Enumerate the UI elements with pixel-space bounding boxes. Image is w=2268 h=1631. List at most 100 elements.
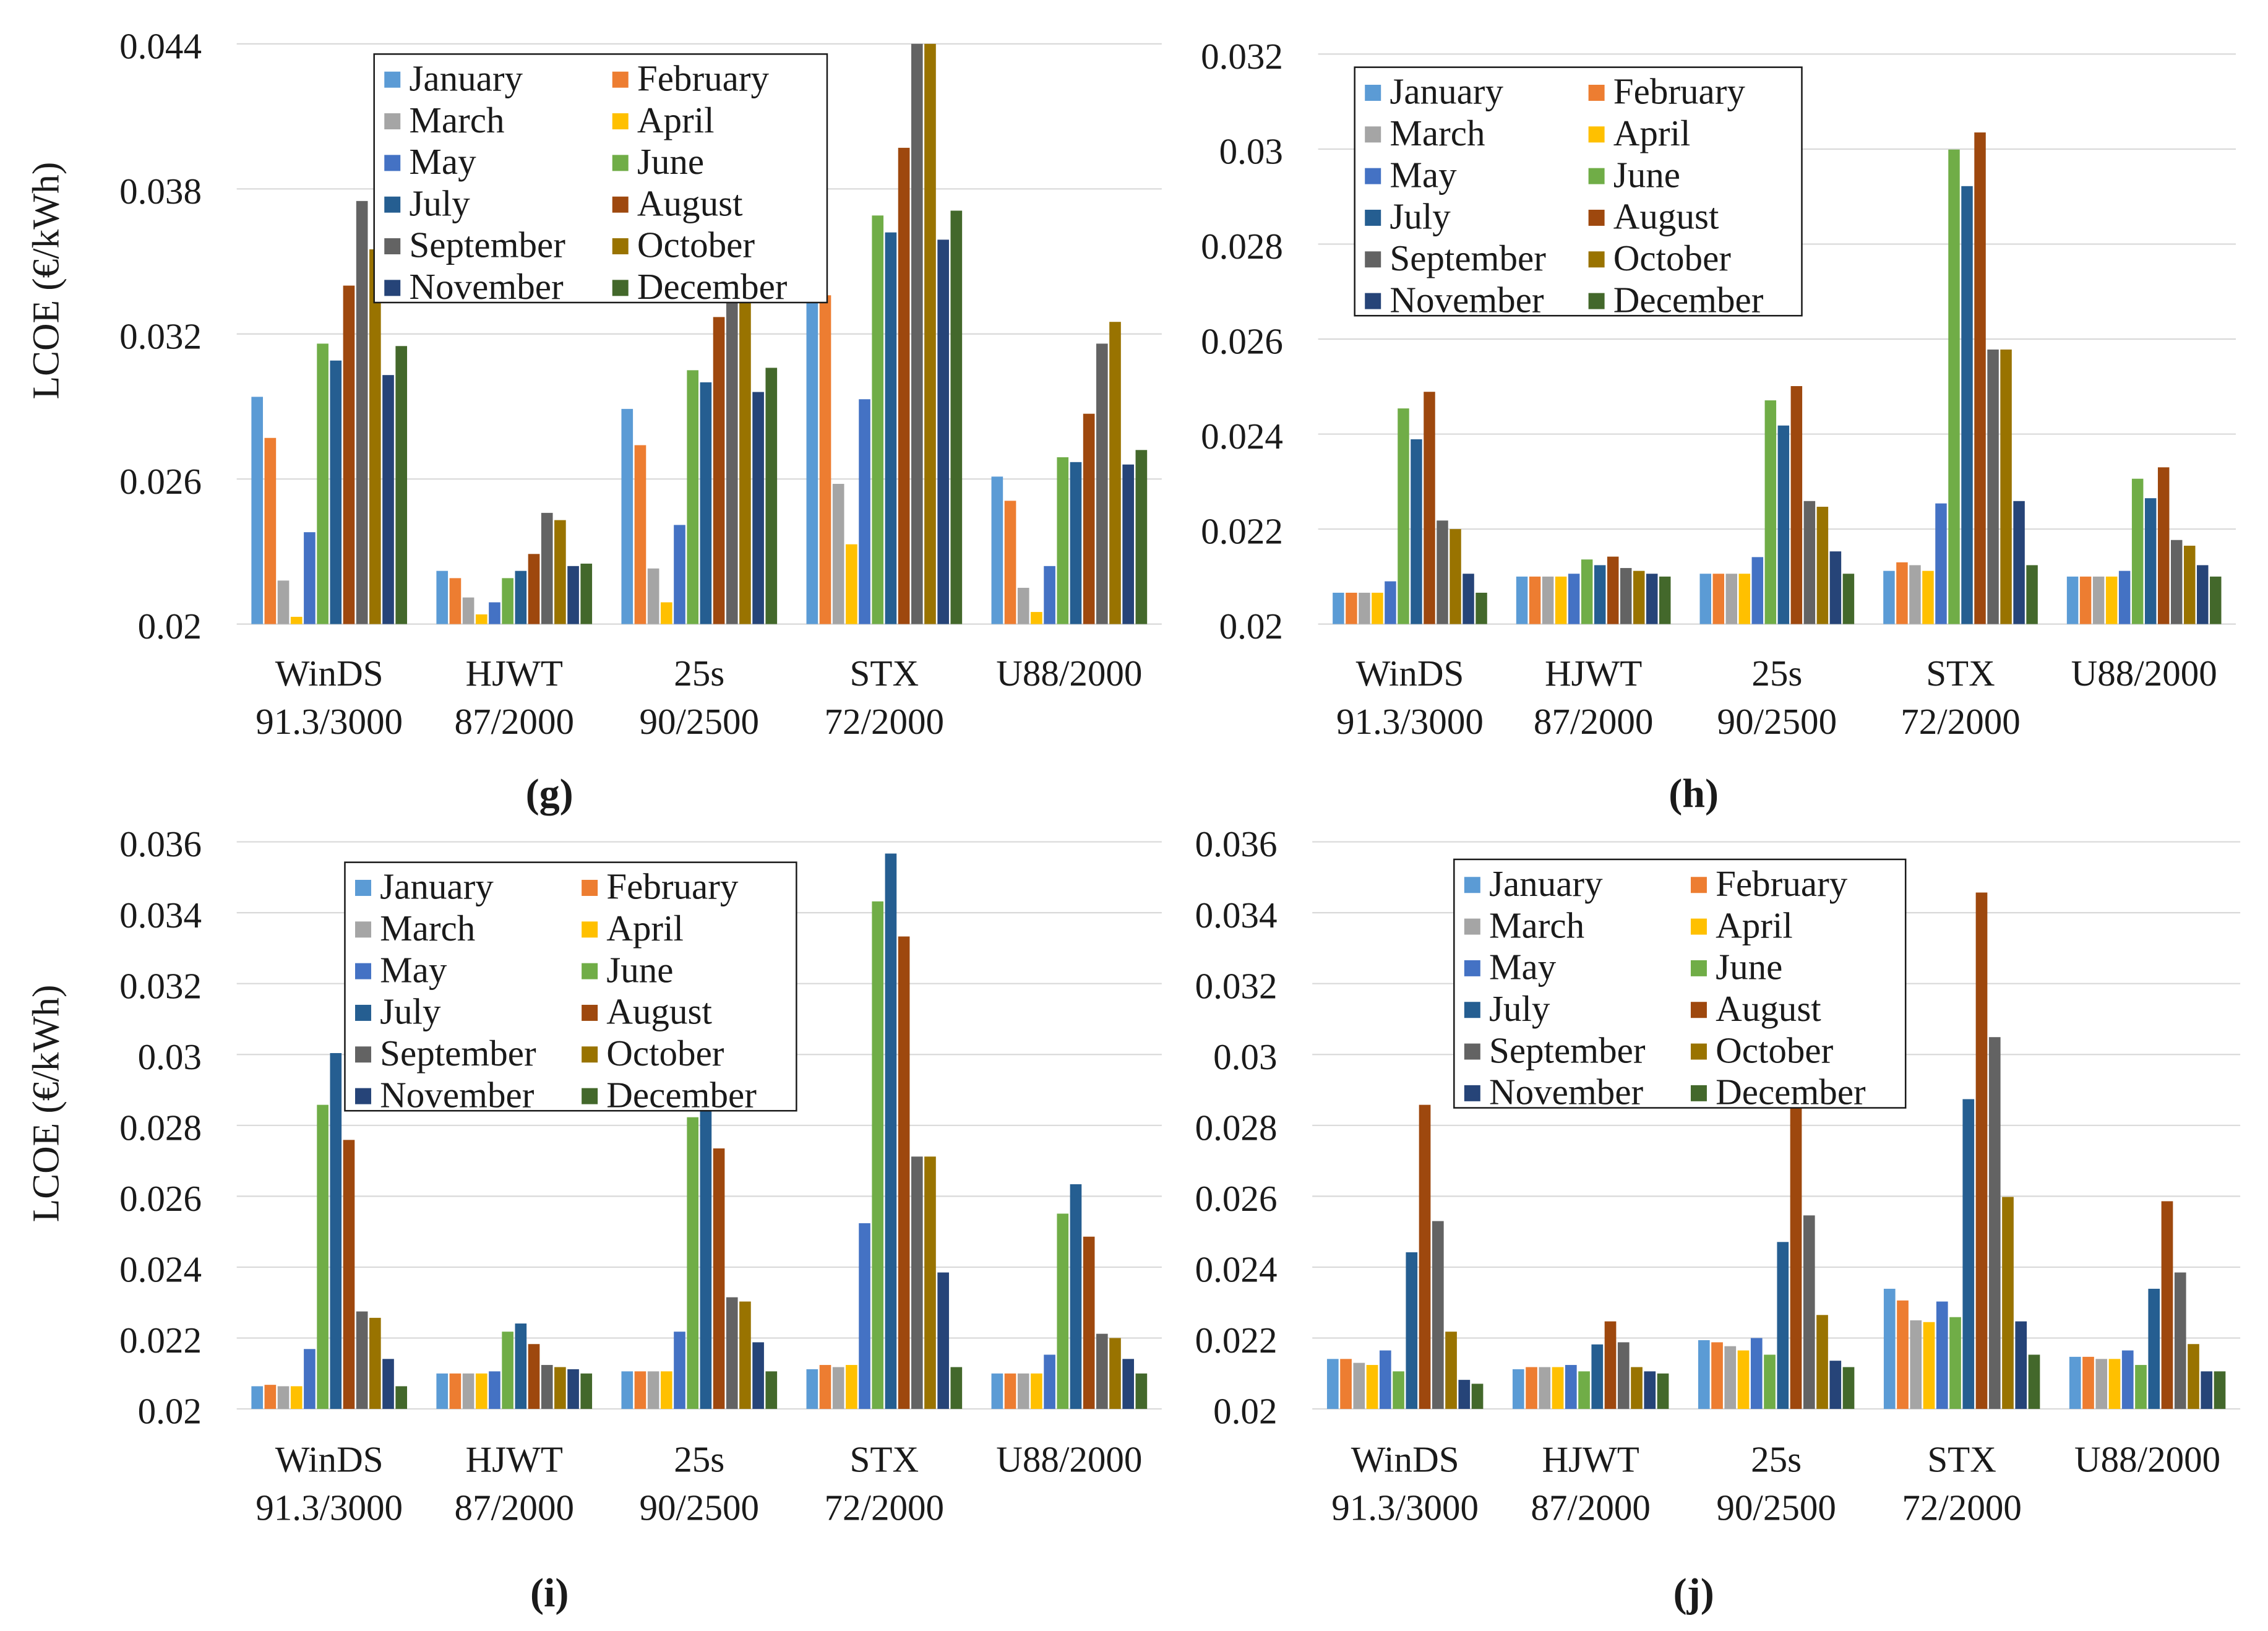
bar-december (1657, 1373, 1669, 1409)
x-category-label: 72/2000 (825, 1487, 945, 1528)
x-category-label: U88/2000 (2074, 1439, 2220, 1480)
legend-swatch (1464, 1085, 1480, 1101)
bar-march (1539, 1367, 1551, 1409)
bar-september (2170, 540, 2183, 624)
bar-may (859, 1223, 870, 1409)
bar-january (621, 1371, 634, 1409)
bar-september (356, 200, 368, 624)
bar-september (1988, 1037, 2001, 1409)
legend-entry: January (409, 58, 523, 98)
legend-entry: May (409, 141, 476, 182)
x-category-label: HJWT (1542, 1439, 1639, 1480)
bars (251, 43, 1148, 624)
bar-june (2135, 1365, 2147, 1409)
bar-january (436, 1373, 449, 1409)
panel-label: (j) (1673, 1570, 1714, 1616)
legend-entry: January (1390, 71, 1503, 112)
bar-may (1751, 557, 1764, 624)
bar-september (1620, 568, 1632, 624)
bar-january (251, 1386, 264, 1409)
legend-entry: September (1390, 238, 1546, 278)
bar-november (1829, 1361, 1842, 1409)
bar-december (1471, 1384, 1484, 1409)
legend-entry: June (606, 949, 673, 990)
y-tick-label: 0.032 (119, 965, 202, 1006)
legend-swatch (1365, 293, 1381, 309)
x-category-label: HJWT (466, 1439, 563, 1480)
bar-march (1017, 588, 1029, 624)
bar-december (1842, 1367, 1855, 1409)
bar-december (765, 368, 778, 624)
bar-november (2013, 501, 2025, 624)
bar-september (1432, 1221, 1444, 1409)
bar-january (1883, 570, 1895, 624)
bar-february (2082, 1356, 2094, 1409)
bar-january (2066, 576, 2079, 624)
bar-november (2197, 565, 2209, 624)
bar-july (330, 360, 342, 624)
bar-april (2105, 576, 2118, 624)
bar-april (1031, 612, 1042, 624)
bar-june (687, 370, 699, 624)
bar-july (1777, 1242, 1789, 1409)
bar-november (1644, 1371, 1656, 1409)
bar-february (1004, 1373, 1016, 1409)
bar-february (1712, 574, 1725, 624)
bar-april (1552, 1367, 1564, 1409)
bar-april (1738, 574, 1751, 624)
bar-september (911, 43, 923, 624)
bar-march (647, 568, 659, 624)
bar-december (1659, 576, 1671, 624)
legend-swatch (354, 879, 371, 896)
panel-label: (h) (1669, 771, 1719, 816)
bar-september (356, 1311, 368, 1409)
bar-october (1445, 1332, 1457, 1409)
bar-april (1366, 1365, 1378, 1409)
legend-entry: August (1716, 988, 1821, 1029)
bar-january (436, 570, 449, 624)
legend-swatch (612, 196, 629, 213)
legend-entry: November (380, 1074, 535, 1115)
bar-august (1083, 413, 1095, 624)
bar-december (2214, 1371, 2226, 1409)
bar-october (554, 1367, 566, 1409)
bar-september (1096, 343, 1108, 624)
legend-swatch (582, 879, 598, 896)
x-category-label: HJWT (466, 653, 563, 694)
bar-october (369, 1317, 381, 1409)
bar-june (317, 1104, 329, 1409)
bar-january (1699, 574, 1711, 624)
bar-august (1419, 1104, 1431, 1409)
bar-july (1961, 186, 1973, 624)
y-tick-label: 0.024 (119, 1249, 202, 1290)
bar-april (290, 1386, 303, 1409)
y-tick-label: 0.026 (119, 461, 202, 502)
legend-entry: May (1489, 947, 1557, 988)
bar-january (1326, 1359, 1339, 1409)
bar-june (872, 901, 884, 1409)
bar-october (2183, 545, 2196, 624)
bar-december (1842, 574, 1855, 624)
bar-september (2174, 1272, 2186, 1409)
y-tick-label: 0.024 (1195, 1249, 1278, 1290)
y-tick-label: 0.03 (1213, 1036, 1277, 1077)
bar-december (1475, 592, 1487, 624)
bar-june (1948, 149, 1960, 624)
bar-november (1122, 464, 1134, 624)
bar-may (304, 1349, 316, 1409)
bar-august (1083, 1236, 1095, 1409)
bar-april (846, 544, 857, 624)
bar-december (950, 210, 963, 624)
legend-swatch (1464, 1043, 1480, 1060)
bar-february (1896, 562, 1908, 624)
legend-swatch (354, 1046, 371, 1063)
y-tick-label: 0.028 (119, 1107, 202, 1148)
bar-july (700, 1088, 712, 1409)
bar-january (991, 1373, 1003, 1409)
bar-february (1529, 576, 1541, 624)
bar-february (819, 1365, 831, 1409)
bar-march (1359, 592, 1370, 624)
bar-november (1122, 1359, 1134, 1409)
bar-august (1607, 556, 1619, 624)
legend-entry: July (1390, 196, 1451, 237)
